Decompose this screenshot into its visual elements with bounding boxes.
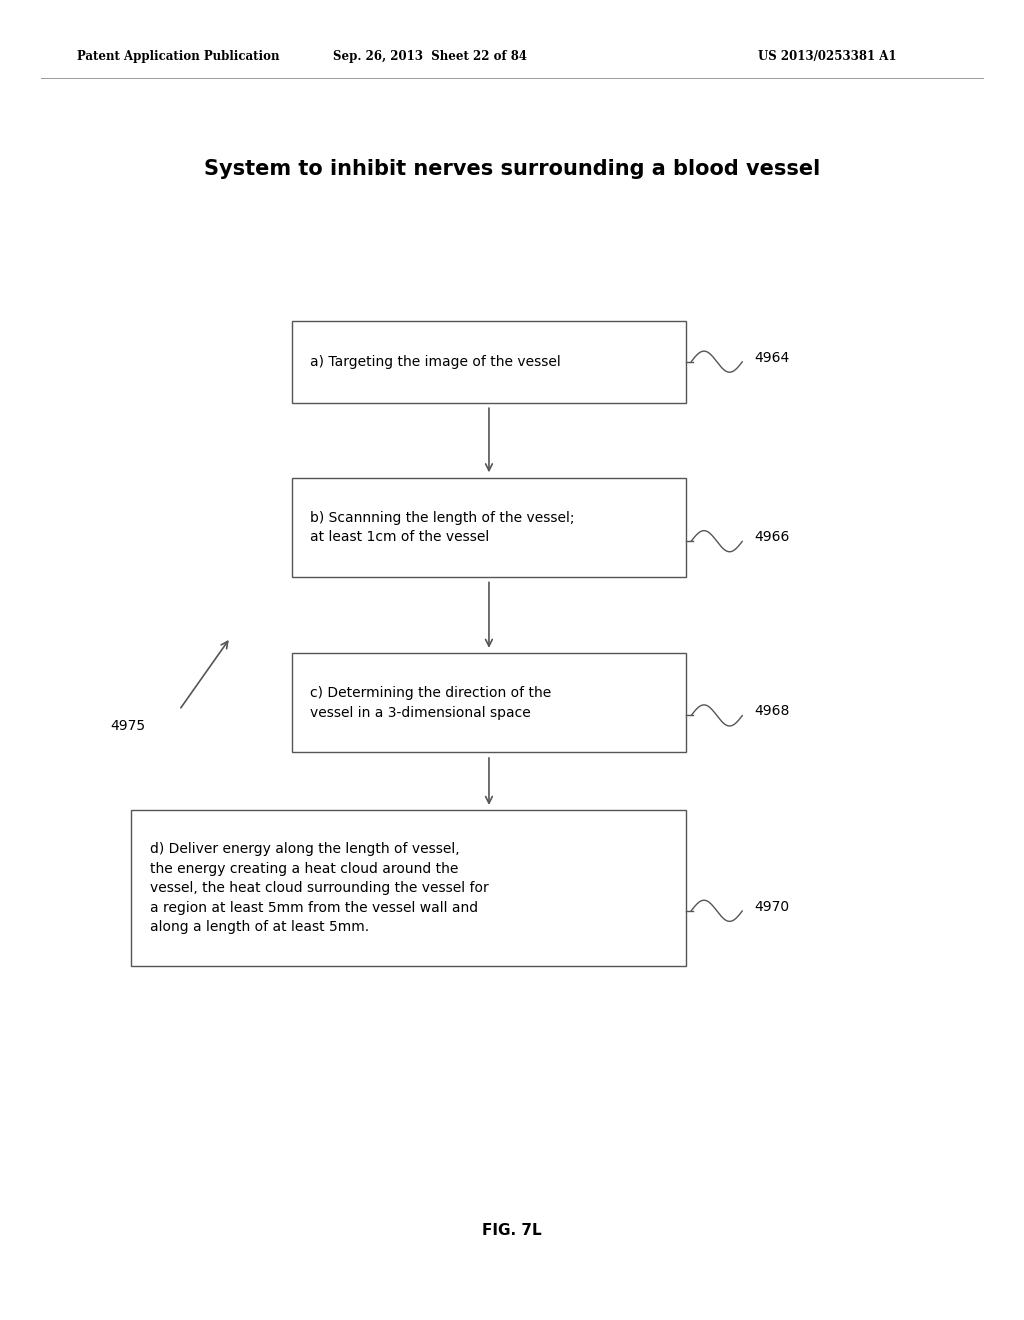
Text: 4970: 4970 <box>755 900 790 913</box>
FancyBboxPatch shape <box>292 478 686 577</box>
Text: Sep. 26, 2013  Sheet 22 of 84: Sep. 26, 2013 Sheet 22 of 84 <box>333 50 527 63</box>
Text: US 2013/0253381 A1: US 2013/0253381 A1 <box>758 50 896 63</box>
FancyBboxPatch shape <box>131 810 686 966</box>
Text: 4975: 4975 <box>111 719 145 733</box>
Text: 4968: 4968 <box>755 705 791 718</box>
Text: a) Targeting the image of the vessel: a) Targeting the image of the vessel <box>310 355 561 368</box>
Text: d) Deliver energy along the length of vessel,
the energy creating a heat cloud a: d) Deliver energy along the length of ve… <box>150 842 488 935</box>
Text: Patent Application Publication: Patent Application Publication <box>77 50 280 63</box>
FancyBboxPatch shape <box>292 321 686 403</box>
Text: System to inhibit nerves surrounding a blood vessel: System to inhibit nerves surrounding a b… <box>204 158 820 180</box>
Text: FIG. 7L: FIG. 7L <box>482 1222 542 1238</box>
Text: 4964: 4964 <box>755 351 790 364</box>
Text: 4966: 4966 <box>755 531 791 544</box>
Text: b) Scannning the length of the vessel;
at least 1cm of the vessel: b) Scannning the length of the vessel; a… <box>310 511 574 544</box>
FancyBboxPatch shape <box>292 653 686 752</box>
Text: c) Determining the direction of the
vessel in a 3-dimensional space: c) Determining the direction of the vess… <box>310 686 552 719</box>
